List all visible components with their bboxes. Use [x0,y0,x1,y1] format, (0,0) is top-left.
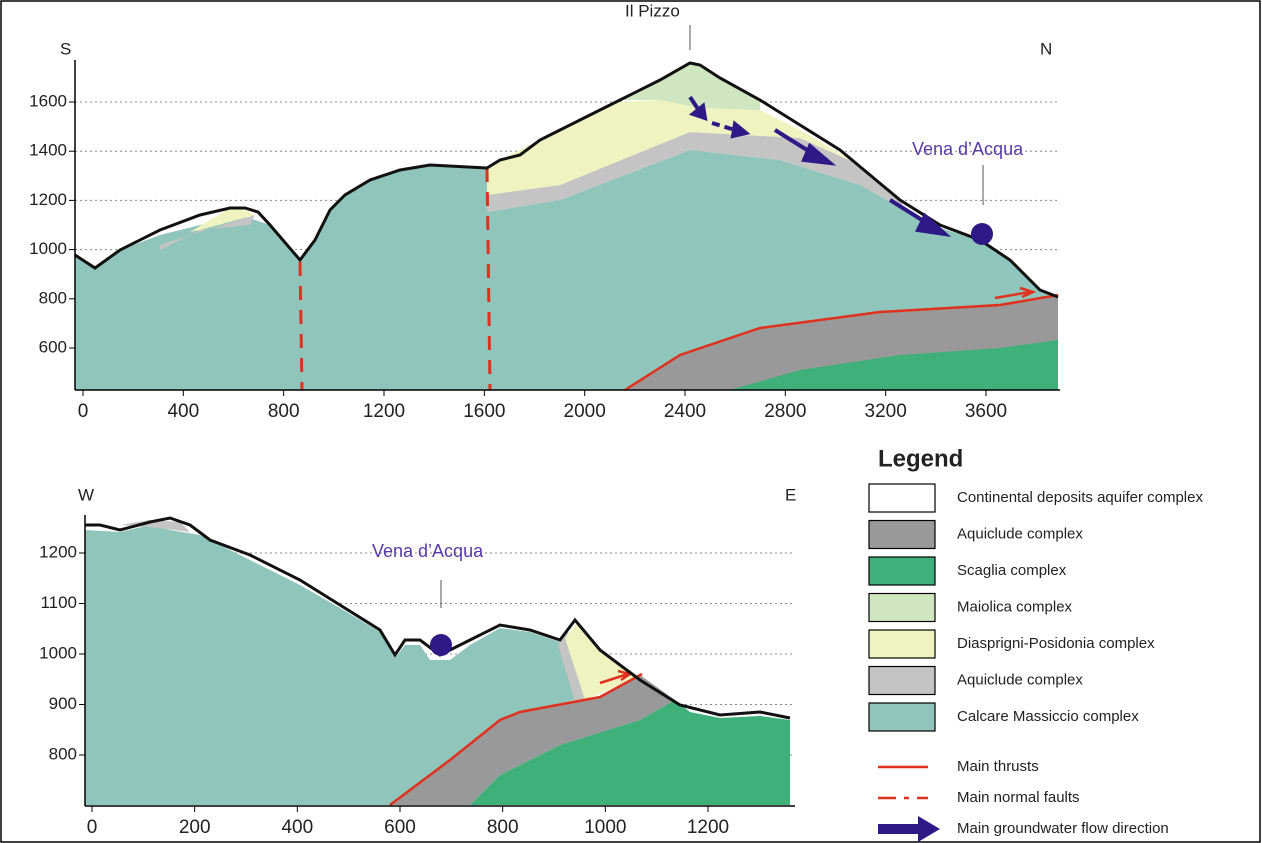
x-tick-label: 3600 [965,401,1007,422]
x-tick-label: 2000 [564,401,606,422]
legend-label: Aquiclude complex [957,525,1083,542]
legend-label: Main groundwater flow direction [957,820,1169,837]
legend-title: Legend [878,445,963,472]
x-tick-label: 2800 [764,401,806,422]
right-label: E [785,485,796,504]
x-tick-label: 1200 [363,401,405,422]
flow-arrows [688,95,952,237]
x-tick-label: 2400 [664,401,706,422]
x-tick-label: 400 [281,817,313,838]
top-section: Il Pizzo Vena d’Acqua S N [60,1,1059,392]
legend-label: Maiolica complex [957,598,1073,615]
legend-swatch [868,702,936,732]
spring-label: Vena d’Acqua [912,139,1024,159]
x-tick-label: 200 [179,817,211,838]
y-tick-label: 900 [49,694,77,713]
y-tick-label: 800 [39,288,67,307]
y-tick-label: 600 [39,337,67,356]
legend-label: Aquiclude complex [957,671,1083,688]
left-label: S [60,39,71,58]
normal-fault [298,167,492,391]
y-tick-label: 800 [49,744,77,763]
legend-swatch [868,629,936,659]
legend-swatch [868,519,936,550]
x-tick-label: 1200 [687,817,729,838]
legend-label: Main thrusts [957,758,1039,775]
x-tick-label: 1000 [584,817,626,838]
x-tick-label: 800 [487,817,519,838]
x-tick-label: 800 [268,401,300,422]
y-tick-label: 1400 [29,141,67,160]
diasprigni-posidonia [487,100,860,195]
legend: Legend Continental deposits aquifer comp… [868,445,1203,842]
y-tick-label: 1000 [39,643,77,662]
legend-label: Continental deposits aquifer complex [957,489,1203,506]
y-tick-label: 1600 [29,91,67,110]
legend-label: Diasprigni-Posidonia complex [957,635,1155,652]
x-tick-label: 3200 [865,401,907,422]
x-tick-label: 0 [78,401,89,422]
x-tick-label: 0 [87,817,98,838]
diasprigni-posidonia [190,208,255,232]
right-label: N [1040,39,1052,58]
topography [85,516,791,720]
y-tick-label: 1200 [39,542,77,561]
thrust [624,293,1059,392]
thrust [389,672,643,806]
scaglia [470,700,790,805]
aquiclude-light [487,132,905,212]
legend-swatch [868,556,936,586]
scaglia [730,340,1058,390]
y-tick-label: 1200 [29,190,67,209]
x-tick-label: 600 [384,817,416,838]
legend-swatch [868,665,936,696]
legend-flow [878,816,940,842]
y-tick-label: 1000 [29,239,67,258]
aquiclude-light [120,520,190,532]
x-tick-label: 400 [167,401,199,422]
aquiclude-light [558,632,585,702]
legend-label: Calcare Massiccio complex [957,708,1139,725]
aquiclude-light [160,215,255,250]
legend-swatch [868,592,936,623]
x-tick-label: 1600 [463,401,505,422]
spring-label: Vena d’Acqua [372,541,484,561]
legend-label: Scaglia complex [957,562,1067,579]
diasprigni-posidonia [565,622,640,700]
topography [74,61,1059,299]
y-tick-label: 1100 [40,593,77,612]
left-label: W [78,485,94,504]
legend-label: Main normal faults [957,789,1080,806]
bottom-section: Vena d’Acqua W E [78,485,796,806]
legend-swatch [868,483,936,513]
calcare-massiccio [85,525,575,805]
spring [971,223,993,245]
aquiclude-dark [390,675,675,805]
thrust-arrow [994,286,1037,300]
maiolica [620,63,760,110]
spring [430,634,452,656]
peak-label: Il Pizzo [625,1,680,20]
